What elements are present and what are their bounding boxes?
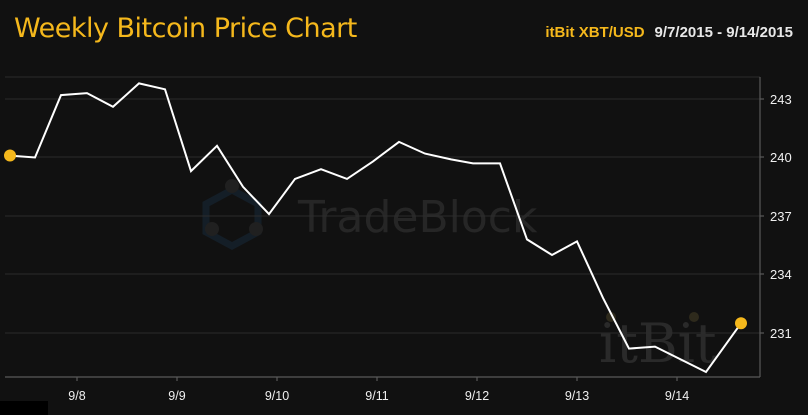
y-tick: 240 (770, 150, 792, 165)
y-axis-labels: 243 240 237 234 231 (770, 92, 792, 341)
data-source-label: itBit XBT/USD (545, 24, 645, 41)
y-tick: 237 (770, 209, 792, 224)
price-line (9, 82, 742, 374)
x-tick: 9/10 (265, 389, 289, 403)
tradeblock-watermark: TradeBlock (297, 192, 538, 243)
y-tick: 231 (770, 326, 792, 341)
end-point-marker (735, 317, 747, 330)
date-range-label: 9/7/2015 - 9/14/2015 (654, 24, 793, 41)
grid-lines (5, 76, 760, 334)
y-tick: 243 (770, 92, 792, 107)
y-tick: 234 (770, 267, 792, 282)
x-tick: 9/11 (365, 389, 388, 403)
x-tick: 9/9 (168, 389, 185, 403)
chart-title: Weekly Bitcoin Price Chart (14, 13, 357, 44)
x-tick: 9/14 (665, 389, 689, 403)
x-tick: 9/13 (565, 389, 589, 403)
tradeblock-logo-icon (202, 179, 263, 250)
x-tick: 9/12 (465, 389, 489, 403)
x-tick: 9/8 (68, 389, 85, 403)
x-axis-labels: 9/8 9/9 9/10 9/11 9/12 9/13 9/14 (68, 389, 689, 403)
chart-subtitle: itBit XBT/USD 9/7/2015 - 9/14/2015 (545, 24, 793, 41)
start-point-marker (4, 149, 16, 162)
itbit-watermark: itBit (599, 312, 717, 375)
corner-mask (0, 401, 48, 415)
axes (5, 77, 764, 381)
